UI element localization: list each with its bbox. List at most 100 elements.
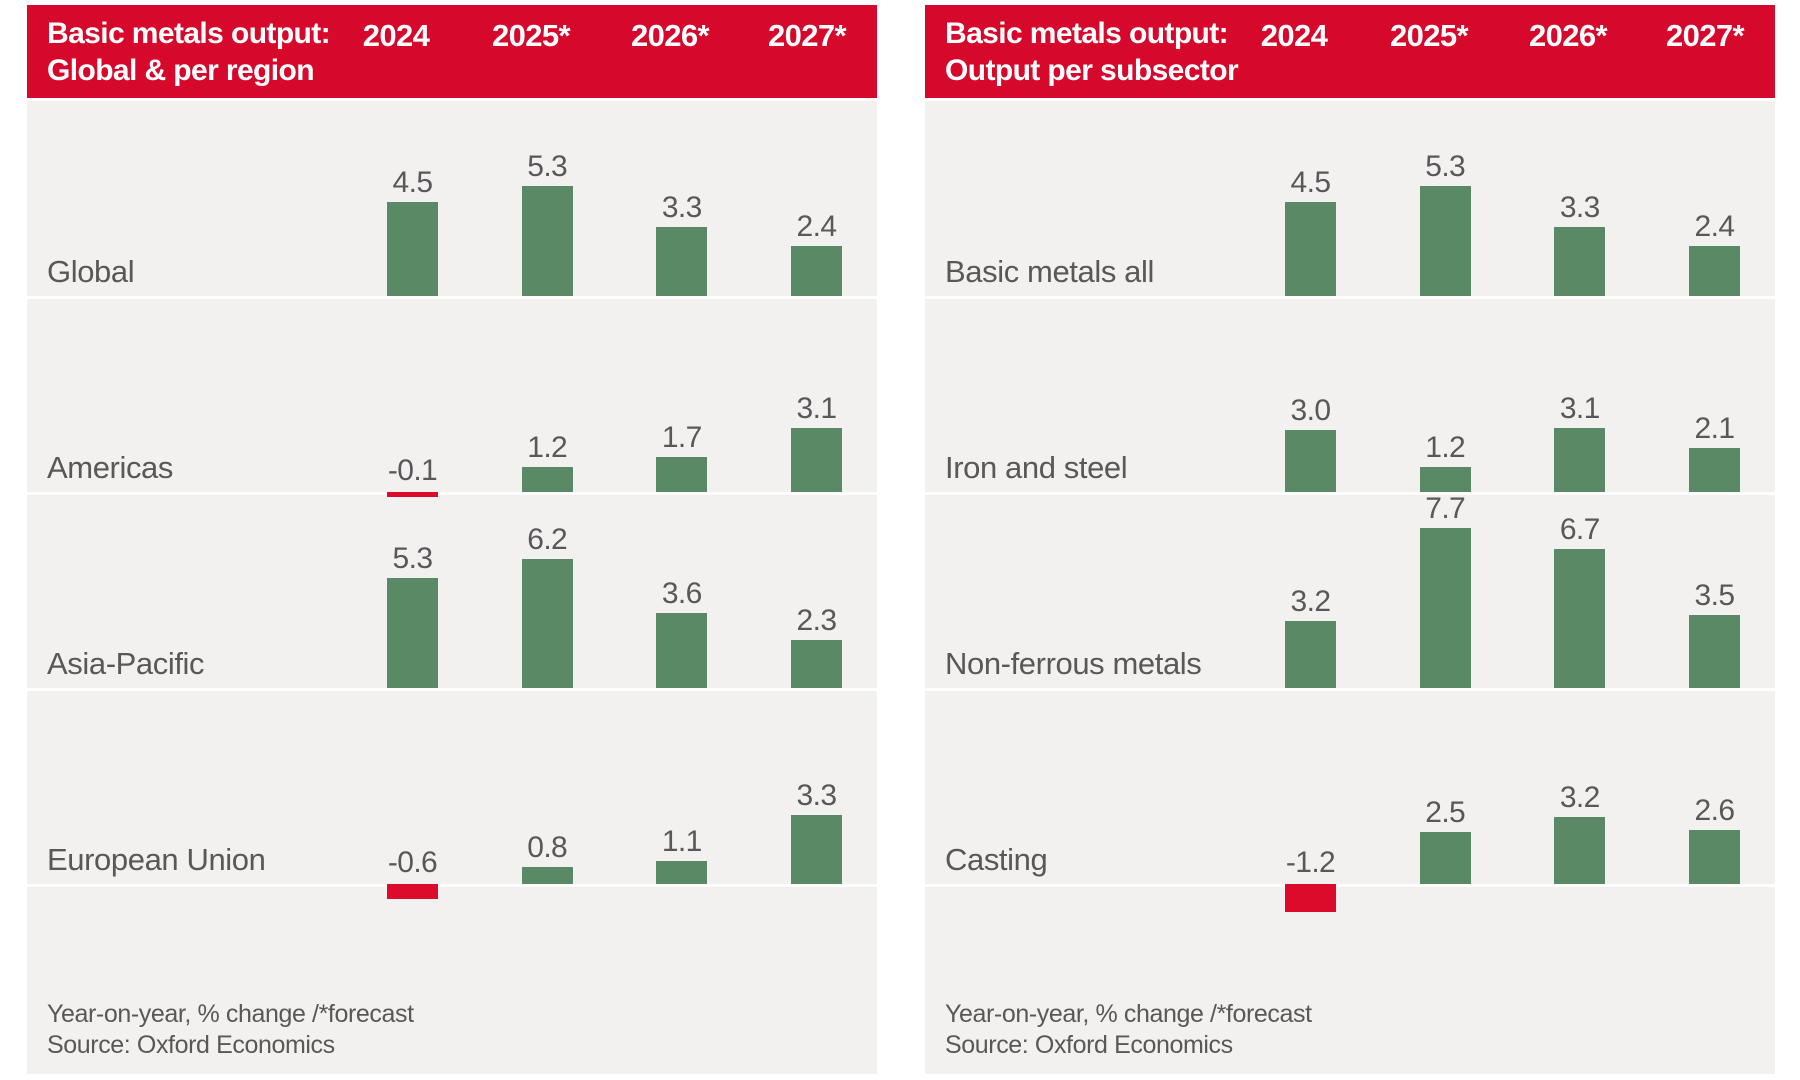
bar-value-label: 1.7 — [661, 420, 703, 454]
row-label: Basic metals all — [945, 254, 1154, 289]
bar-negative — [387, 884, 438, 900]
bar-positive — [791, 427, 842, 492]
chart-body: Year-on-year, % change /*forecast Source… — [27, 5, 877, 1074]
row-label: Global — [47, 254, 135, 289]
bar-value-label: 3.3 — [661, 191, 703, 225]
bar-positive — [791, 640, 842, 688]
bar-positive — [1285, 202, 1336, 296]
bar-value-label: 3.0 — [1290, 393, 1332, 427]
year-column-header: 2027* — [767, 18, 847, 53]
panel-title-line1: Basic metals output: — [47, 17, 331, 50]
panel-title-line1: Basic metals output: — [945, 17, 1229, 50]
bar-value-label: 2.4 — [796, 210, 838, 244]
chart-panel-right: Basic metals output: Output per subsecto… — [925, 5, 1775, 1074]
bar-positive — [656, 861, 708, 884]
bar-positive — [521, 867, 573, 884]
bar-value-label: 7.7 — [1425, 491, 1466, 525]
bar-value-label: 5.3 — [392, 541, 434, 575]
year-column-header: 2027* — [1665, 18, 1745, 53]
row-label: Casting — [945, 842, 1048, 877]
footnote: Year-on-year, % change /*forecast Source… — [47, 999, 414, 1061]
bar-value-label: 2.4 — [1694, 210, 1736, 244]
bar-value-label: -1.2 — [1285, 846, 1336, 879]
bar-positive — [521, 185, 573, 296]
bar-value-label: -0.1 — [387, 454, 438, 487]
year-column-header: 2026* — [630, 18, 710, 53]
bar-positive — [656, 613, 708, 688]
panel-header: Basic metals output: Output per subsecto… — [925, 5, 1775, 98]
bar-positive — [387, 202, 438, 296]
bar-value-label: 3.3 — [796, 779, 838, 813]
row-band — [27, 691, 877, 884]
bar-positive — [1554, 227, 1606, 296]
row-band — [27, 299, 877, 492]
year-column-header: 2025* — [1389, 18, 1469, 53]
bar-negative — [387, 492, 438, 498]
row-label: Americas — [47, 450, 173, 485]
year-column-header: 2025* — [491, 18, 571, 53]
row-band — [27, 101, 877, 296]
bar-positive — [1554, 817, 1606, 884]
bar-value-label: 6.7 — [1559, 512, 1601, 546]
year-column-header: 2024 — [1260, 18, 1328, 53]
footnote: Year-on-year, % change /*forecast Source… — [945, 999, 1312, 1061]
chart-body: Year-on-year, % change /*forecast Source… — [925, 5, 1775, 1074]
row-label: Iron and steel — [945, 450, 1128, 485]
bar-value-label: 3.2 — [1559, 781, 1601, 815]
footer-band: Year-on-year, % change /*forecast Source… — [27, 887, 877, 1074]
footnote-source: Source: Oxford Economics — [945, 1031, 1233, 1059]
bar-positive — [1419, 527, 1471, 688]
row-band — [925, 691, 1775, 884]
bar-positive — [1689, 829, 1740, 884]
footnote-unit: Year-on-year, % change /*forecast — [945, 1000, 1312, 1028]
row-band — [925, 495, 1775, 688]
bar-value-label: 0.8 — [527, 831, 568, 865]
row-label: Asia-Pacific — [47, 646, 205, 681]
bar-value-label: 4.5 — [392, 166, 434, 200]
bar-value-label: 3.5 — [1694, 579, 1736, 613]
bar-positive — [656, 227, 708, 296]
panel-title-line2: Output per subsector — [945, 54, 1239, 87]
bar-value-label: 3.3 — [1559, 191, 1601, 225]
bar-value-label: 3.1 — [796, 391, 838, 425]
bar-positive — [656, 456, 708, 492]
bar-value-label: -0.6 — [387, 846, 438, 879]
bar-positive — [1689, 246, 1740, 296]
bar-positive — [521, 559, 573, 688]
bar-value-label: 3.6 — [661, 577, 703, 611]
panel-header: Basic metals output: Global & per region… — [27, 5, 877, 98]
bar-positive — [1419, 467, 1471, 492]
bar-positive — [1285, 621, 1336, 688]
bar-value-label: 5.3 — [527, 149, 568, 183]
bar-positive — [1689, 615, 1740, 688]
row-band — [925, 101, 1775, 296]
panel-title: Basic metals output: Output per subsecto… — [945, 15, 1239, 89]
bar-positive — [1554, 427, 1606, 492]
bar-value-label: 2.3 — [796, 604, 838, 638]
panel-title: Basic metals output: Global & per region — [47, 15, 331, 89]
bar-negative — [1285, 884, 1336, 912]
row-band — [925, 299, 1775, 492]
row-label: Non-ferrous metals — [945, 646, 1202, 681]
bar-value-label: 1.1 — [661, 825, 703, 859]
footnote-unit: Year-on-year, % change /*forecast — [47, 1000, 414, 1028]
bar-value-label: 2.1 — [1694, 412, 1736, 446]
bar-value-label: 5.3 — [1425, 149, 1466, 183]
bar-positive — [1554, 548, 1606, 688]
bar-positive — [521, 467, 573, 492]
bar-positive — [791, 815, 842, 884]
bar-value-label: 4.5 — [1290, 166, 1332, 200]
bar-value-label: 3.2 — [1290, 585, 1332, 619]
bar-value-label: 3.1 — [1559, 391, 1601, 425]
bar-positive — [791, 246, 842, 296]
footnote-source: Source: Oxford Economics — [47, 1031, 335, 1059]
footer-band: Year-on-year, % change /*forecast Source… — [925, 887, 1775, 1074]
bar-positive — [1689, 448, 1740, 492]
bar-value-label: 2.5 — [1425, 796, 1466, 829]
bar-positive — [387, 577, 438, 688]
bar-positive — [1285, 429, 1336, 492]
chart-panel-left: Basic metals output: Global & per region… — [27, 5, 877, 1074]
bar-value-label: 1.2 — [1425, 431, 1466, 465]
year-column-header: 2026* — [1528, 18, 1608, 53]
